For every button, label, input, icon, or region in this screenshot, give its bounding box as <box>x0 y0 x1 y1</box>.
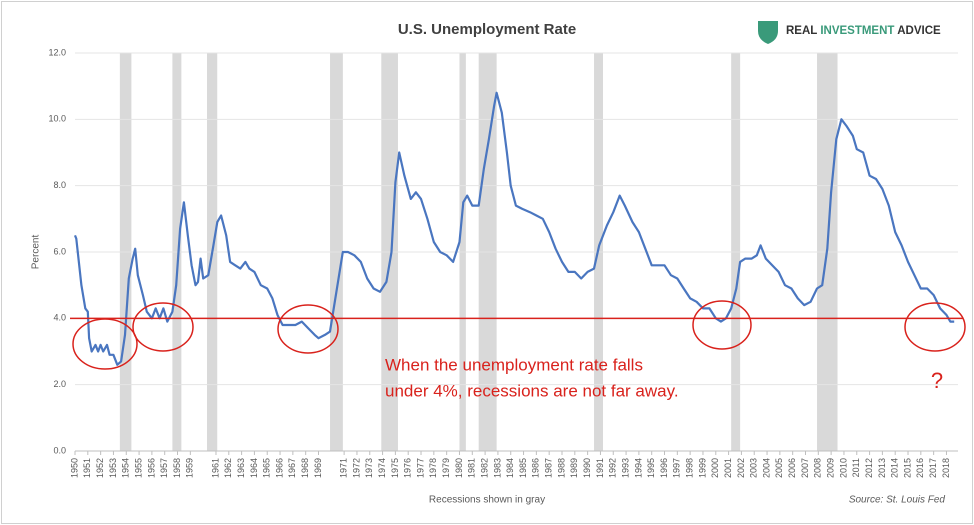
highlight-circle <box>692 300 752 350</box>
brand-logo: REAL INVESTMENT ADVICE <box>758 21 941 44</box>
x-tick-label: 1975 <box>390 458 400 478</box>
y-tick-label: 10.0 <box>48 114 66 124</box>
x-tick-label: 2015 <box>902 458 912 478</box>
x-tick-label: 1982 <box>479 458 489 478</box>
x-tick-label: 1988 <box>556 458 566 478</box>
annotation-line: under 4%, recessions are not far away. <box>385 381 679 400</box>
x-tick-label: 2013 <box>877 458 887 478</box>
x-tick-label: 1956 <box>146 458 156 478</box>
highlight-circle <box>277 304 339 354</box>
x-tick-label: 1957 <box>159 458 169 478</box>
x-tick-label: 2006 <box>787 458 797 478</box>
x-tick-label: 1986 <box>531 458 541 478</box>
x-tick-label: 2012 <box>864 458 874 478</box>
annotations: When the unemployment rate falls under 4… <box>72 300 966 400</box>
x-tick-label: 2004 <box>761 458 771 478</box>
x-tick-label: 2005 <box>774 458 784 478</box>
x-tick-label: 1954 <box>121 458 131 478</box>
x-tick-label: 1977 <box>415 458 425 478</box>
x-tick-label: 1963 <box>236 458 246 478</box>
x-tick-label: 1959 <box>185 458 195 478</box>
x-tick-label: 1981 <box>467 458 477 478</box>
brand-part: REAL <box>786 25 817 37</box>
x-tick-label: 2009 <box>825 458 835 478</box>
x-tick-label: 1987 <box>544 458 554 478</box>
x-tick-label: 1971 <box>339 458 349 478</box>
data-line <box>73 91 955 366</box>
x-tick-label: 2017 <box>928 458 938 478</box>
x-tick-label: 1979 <box>441 458 451 478</box>
x-tick-label: 1991 <box>595 458 605 478</box>
x-tick-label: 1997 <box>672 458 682 478</box>
x-tick-label: 1974 <box>377 458 387 478</box>
x-tick-label: 1958 <box>172 458 182 478</box>
y-tick-label: 4.0 <box>53 313 66 323</box>
x-tick-label: 1967 <box>287 458 297 478</box>
chart-title: U.S. Unemployment Rate <box>398 21 576 38</box>
x-tick-label: 1951 <box>82 458 92 478</box>
x-tick-label: 1992 <box>608 458 618 478</box>
x-tick-label: 1989 <box>569 458 579 478</box>
x-tick-label: 1978 <box>428 458 438 478</box>
source-note: Source: St. Louis Fed <box>849 495 946 506</box>
x-tick-label: 1994 <box>633 458 643 478</box>
x-tick-label: 1980 <box>454 458 464 478</box>
highlight-circle <box>132 302 194 352</box>
x-tick-label: 2000 <box>710 458 720 478</box>
x-tick-label: 1968 <box>300 458 310 478</box>
x-tick-label: 1953 <box>108 458 118 478</box>
x-tick-label: 1995 <box>646 458 656 478</box>
x-tick-label: 1962 <box>223 458 233 478</box>
x-axis-note: Recessions shown in gray <box>429 495 545 506</box>
x-tick-label: 1976 <box>403 458 413 478</box>
x-tick-label: 2003 <box>749 458 759 478</box>
x-tick-label: 2002 <box>736 458 746 478</box>
x-tick-label: 1966 <box>274 458 284 478</box>
y-tick-label: 0.0 <box>53 445 66 455</box>
x-tick-label: 1965 <box>262 458 272 478</box>
brand-part: ADVICE <box>897 25 941 37</box>
x-tick-label: 1985 <box>518 458 528 478</box>
y-tick-label: 6.0 <box>53 246 66 256</box>
brand-icon <box>758 21 778 44</box>
y-axis-label: Percent <box>31 235 42 270</box>
x-tick-label: 2014 <box>890 458 900 478</box>
x-tick-label: 2008 <box>813 458 823 478</box>
y-tick-label: 2.0 <box>53 379 66 389</box>
x-tick-label: 1984 <box>505 458 515 478</box>
x-tick-label: 1993 <box>620 458 630 478</box>
brand-name: REAL INVESTMENT ADVICE <box>786 25 941 37</box>
x-tick-label: 1950 <box>69 458 79 478</box>
x-tick-label: 1969 <box>313 458 323 478</box>
y-tick-label: 8.0 <box>53 180 66 190</box>
x-tick-label: 1952 <box>95 458 105 478</box>
x-tick-label: 2001 <box>723 458 733 478</box>
annotation-line: When the unemployment rate falls <box>385 355 643 374</box>
x-tick-label: 1961 <box>210 458 220 478</box>
x-tick-label: 1996 <box>659 458 669 478</box>
x-tick-label: 1973 <box>364 458 374 478</box>
x-tick-label: 1955 <box>133 458 143 478</box>
x-tick-label: 1972 <box>351 458 361 478</box>
x-tick-label: 1990 <box>582 458 592 478</box>
brand-part: INVESTMENT <box>820 25 894 37</box>
highlight-circle <box>904 302 966 352</box>
x-tick-label: 2018 <box>941 458 951 478</box>
x-tick-label: 1964 <box>249 458 259 478</box>
y-tick-label: 12.0 <box>48 47 66 57</box>
x-tick-label: 2007 <box>800 458 810 478</box>
x-tick-label: 2011 <box>851 458 861 477</box>
x-tick-label: 1998 <box>685 458 695 478</box>
x-tick-label: 1983 <box>492 458 502 478</box>
highlight-circle <box>72 318 138 370</box>
x-tick-label: 2010 <box>838 458 848 478</box>
x-tick-label: 2016 <box>915 458 925 478</box>
question-mark: ? <box>931 368 943 393</box>
x-tick-label: 1999 <box>697 458 707 478</box>
